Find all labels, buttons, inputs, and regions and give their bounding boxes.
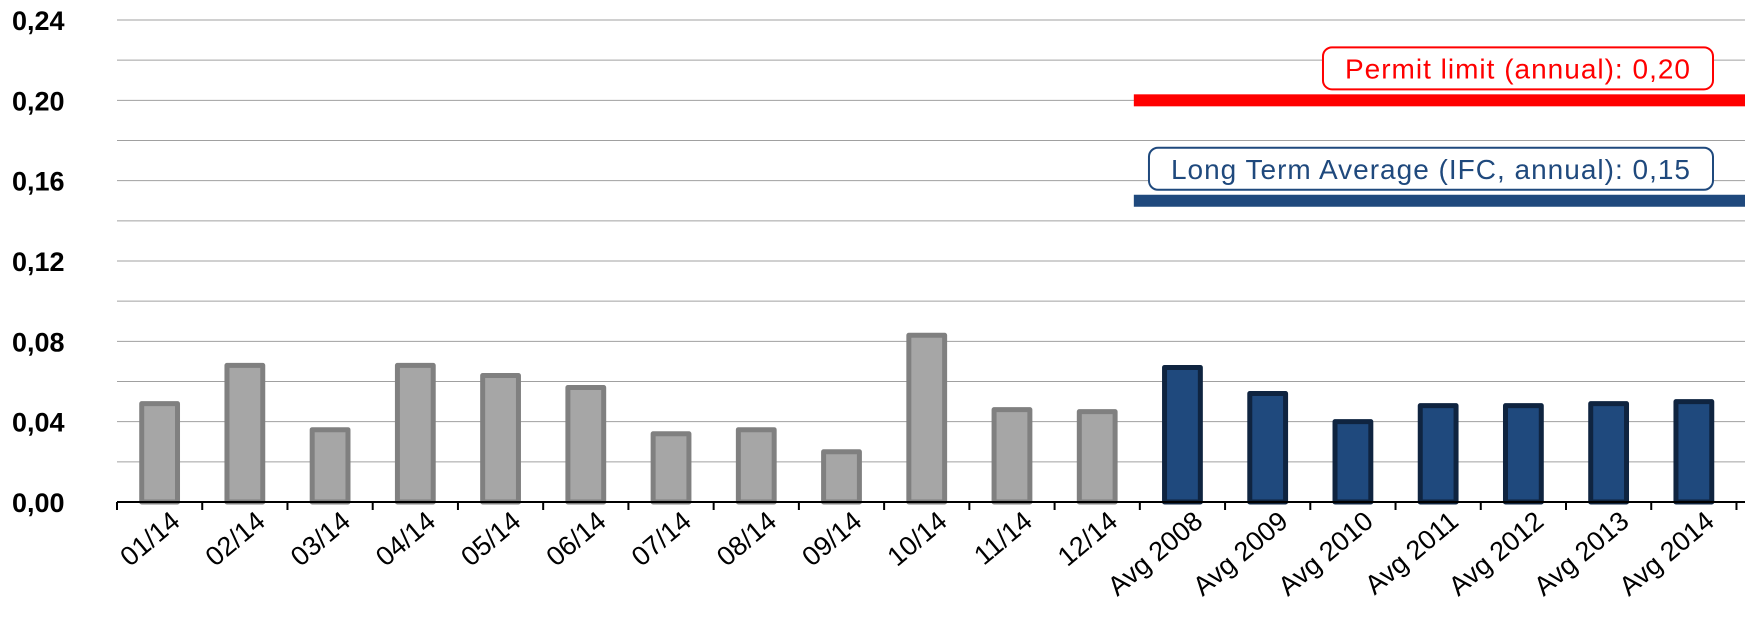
x-tick-label: Avg 2012 — [1443, 506, 1549, 602]
bar — [1162, 364, 1203, 505]
bar — [565, 385, 607, 505]
bar — [139, 401, 181, 505]
bar — [1332, 419, 1374, 505]
bar — [650, 431, 692, 505]
x-tick-label: 08/14 — [711, 506, 782, 572]
y-tick-label: 0,24 — [12, 6, 65, 36]
x-tick-label: 01/14 — [114, 506, 185, 572]
x-tick-label: 02/14 — [200, 506, 271, 572]
bar — [1673, 399, 1715, 505]
reference-line — [1133, 94, 1745, 107]
bar — [1247, 391, 1289, 505]
x-tick-label: 09/14 — [796, 506, 867, 572]
y-tick-label: 0,04 — [12, 408, 65, 438]
x-tick-label: 05/14 — [455, 506, 526, 572]
x-tick-label: 11/14 — [968, 506, 1038, 571]
bar — [1076, 409, 1118, 505]
x-tick-label: Avg 2009 — [1187, 506, 1293, 602]
x-tick-label: 12/14 — [1052, 506, 1123, 572]
x-tick-label: 03/14 — [285, 506, 356, 572]
reference-line-label: Long Term Average (IFC, annual): 0,15 — [1171, 154, 1691, 185]
bar — [394, 362, 436, 505]
bar — [1417, 403, 1459, 505]
y-tick-label: 0,12 — [12, 247, 65, 277]
x-axis: 01/14 02/14 03/14 04/14 05/14 06/14 07/14 08/14… — [114, 501, 1745, 602]
bar — [991, 407, 1033, 505]
bar — [1588, 401, 1630, 505]
x-tick-label: 04/14 — [370, 506, 441, 572]
y-axis: 0,00 0,04 0,08 0,12 0,16 0,20 0,24 — [12, 6, 65, 518]
bar — [309, 427, 351, 505]
x-tick-label: Avg 2010 — [1272, 506, 1378, 602]
x-tick-label: Avg 2014 — [1613, 506, 1719, 602]
bar — [480, 372, 521, 505]
y-tick-label: 0,08 — [12, 327, 65, 357]
bar — [1502, 403, 1544, 505]
x-tick-label: 06/14 — [541, 506, 612, 572]
y-tick-label: 0,20 — [12, 86, 65, 116]
x-tick-label: Avg 2008 — [1102, 506, 1208, 602]
x-tick-label: 07/14 — [626, 506, 697, 572]
reference-line — [1133, 194, 1745, 207]
reference-line-label-box — [1321, 46, 1714, 91]
x-tick-label: 10/14 — [882, 506, 953, 572]
bar — [735, 427, 777, 505]
reference-lines: Permit limit (annual): 0,20 Long Term Ave… — [1133, 46, 1745, 207]
y-tick-label: 0,00 — [12, 488, 65, 518]
bars — [139, 332, 1715, 505]
bar — [224, 362, 266, 505]
bar — [906, 332, 948, 505]
reference-line-label: Permit limit (annual): 0,20 — [1345, 53, 1691, 84]
x-tick-label: Avg 2013 — [1528, 506, 1634, 602]
bar — [821, 449, 862, 505]
y-tick-label: 0,16 — [12, 167, 65, 197]
reference-line-label-box — [1147, 146, 1714, 191]
